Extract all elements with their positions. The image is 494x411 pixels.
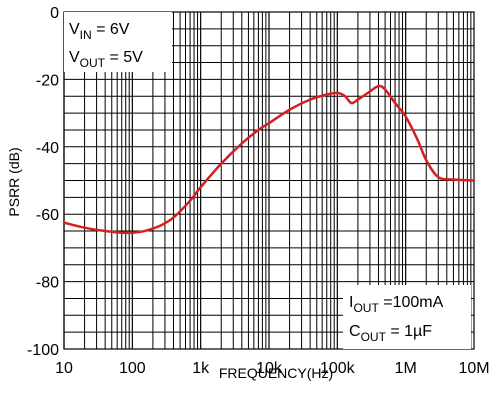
series-layer bbox=[62, 84, 476, 235]
x-tick-labels: 10 100 1k 10k 100k 1M 10M bbox=[55, 360, 489, 377]
annotation-box-top-left bbox=[64, 12, 172, 72]
psrr-series-line bbox=[62, 84, 476, 235]
x-tick-label: 100 bbox=[119, 360, 146, 377]
x-tick-label: 100k bbox=[320, 360, 356, 377]
y-tick-label: -80 bbox=[36, 275, 59, 292]
x-tick-label: 10M bbox=[458, 360, 489, 377]
y-tick-label: -40 bbox=[36, 140, 59, 157]
x-axis-title: FREQUENCY(Hz) bbox=[219, 365, 333, 381]
y-axis-title: PSRR (dB) bbox=[6, 147, 22, 216]
y-tick-label: -60 bbox=[36, 207, 59, 224]
y-tick-label: 0 bbox=[50, 5, 59, 22]
annotation-vout: VOUT = 5V bbox=[69, 49, 143, 70]
x-tick-label: 1M bbox=[395, 360, 417, 377]
annotation-vin: VIN = 6V bbox=[69, 21, 130, 42]
annotation-iout: IOUT =100mA bbox=[349, 294, 444, 315]
y-tick-label: -20 bbox=[36, 72, 59, 89]
annotation-box-bottom-right bbox=[343, 285, 471, 349]
x-tick-label: 10 bbox=[55, 360, 73, 377]
x-tick-label: 10k bbox=[256, 360, 283, 377]
y-tick-label: -100 bbox=[27, 342, 59, 359]
y-tick-labels: 0 -20 -40 -60 -80 -100 bbox=[27, 5, 59, 359]
annotation-cout: COUT = 1µF bbox=[349, 323, 432, 344]
x-tick-label: 1k bbox=[192, 360, 210, 377]
